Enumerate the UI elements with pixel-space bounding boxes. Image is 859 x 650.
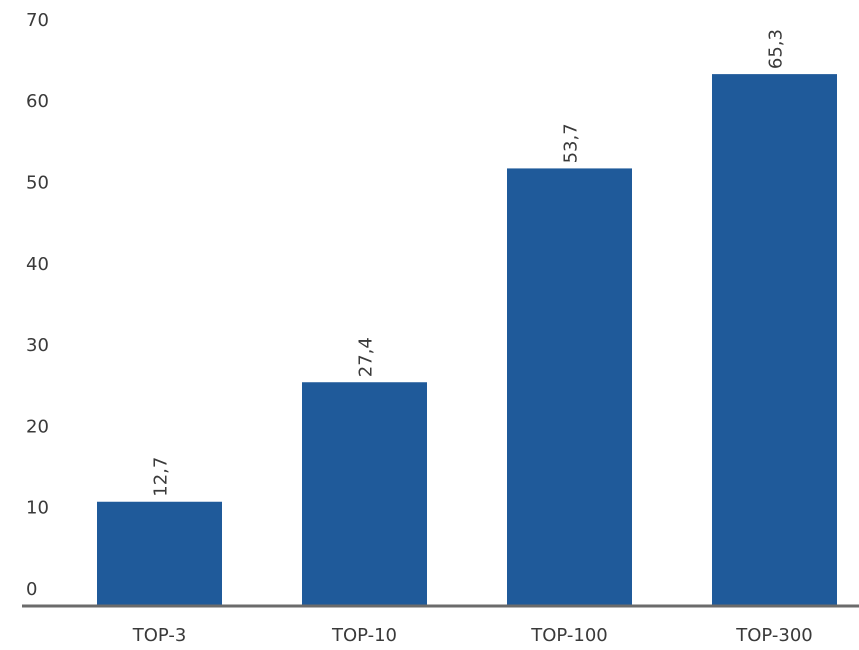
- bar-top-10: [302, 382, 427, 605]
- x-tick-label: TOP-3: [132, 625, 187, 646]
- data-label: 53,7: [561, 123, 582, 163]
- y-tick-label: 40: [26, 254, 49, 275]
- y-tick-label: 20: [26, 416, 49, 437]
- y-axis-ticks: 0 10 20 30 40 50 60 70: [26, 10, 49, 600]
- bar-top-100: [507, 168, 632, 605]
- data-labels: 12,7 27,4 53,7 65,3: [151, 29, 787, 497]
- y-tick-label: 70: [26, 10, 49, 31]
- data-label: 65,3: [766, 29, 787, 69]
- y-tick-label: 10: [26, 498, 49, 519]
- y-tick-label: 0: [26, 579, 37, 600]
- x-axis-labels: TOP-3 TOP-10 TOP-100 TOP-300: [132, 625, 813, 646]
- x-tick-label: TOP-300: [735, 625, 812, 646]
- x-tick-label: TOP-10: [331, 625, 397, 646]
- y-tick-label: 50: [26, 173, 49, 194]
- y-tick-label: 30: [26, 335, 49, 356]
- bars: [97, 74, 837, 605]
- data-label: 27,4: [356, 337, 377, 377]
- x-tick-label: TOP-100: [530, 625, 607, 646]
- bar-top-300: [712, 74, 837, 605]
- y-tick-label: 60: [26, 91, 49, 112]
- data-label: 12,7: [151, 457, 172, 497]
- bar-top-3: [97, 501, 222, 605]
